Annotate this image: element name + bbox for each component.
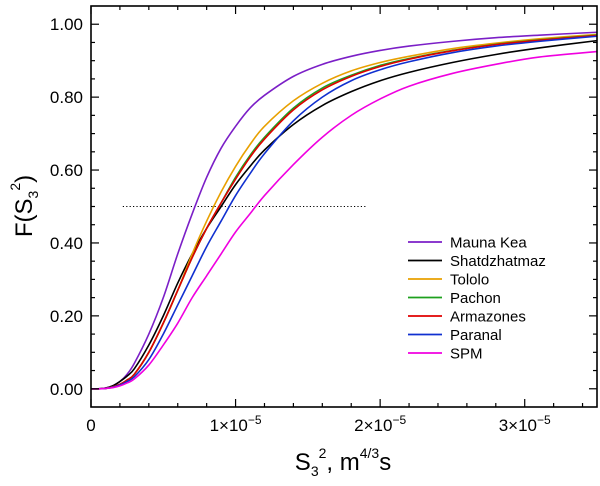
legend-label: Tololo xyxy=(450,272,489,289)
y-axis-title: F(S32) xyxy=(7,175,41,237)
legend-label: Pachon xyxy=(450,290,501,307)
x-axis-title: S32, m4/3s xyxy=(295,445,391,479)
legend-label: Shatdzhatmaz xyxy=(450,253,546,270)
legend-label: Mauna Kea xyxy=(450,235,527,252)
series-line-shatdzhatmaz xyxy=(90,39,598,390)
y-tick-label: 0.00 xyxy=(50,380,83,399)
x-tick-label: 0 xyxy=(86,416,95,435)
legend-label: SPM xyxy=(450,346,483,363)
y-tick-label: 1.00 xyxy=(50,15,83,34)
x-tick-label: 3×10−5 xyxy=(499,413,551,435)
y-tick-label: 0.20 xyxy=(50,307,83,326)
y-tick-label: 0.40 xyxy=(50,234,83,253)
legend-label: Armazones xyxy=(450,309,526,326)
tick-layer: 0.00 0.20 0.40 0.60 0.80 1.00 0 1×10−5 2×10−5 3×1… xyxy=(50,6,597,435)
x-tick-label: 2×10−5 xyxy=(354,413,406,435)
series-layer xyxy=(90,31,598,390)
legend-label: Paranal xyxy=(450,327,502,344)
y-tick-label: 0.80 xyxy=(50,88,83,107)
x-tick-label: 1×10−5 xyxy=(210,413,262,435)
y-tick-label: 0.60 xyxy=(50,161,83,180)
series-line-spm xyxy=(90,50,598,390)
